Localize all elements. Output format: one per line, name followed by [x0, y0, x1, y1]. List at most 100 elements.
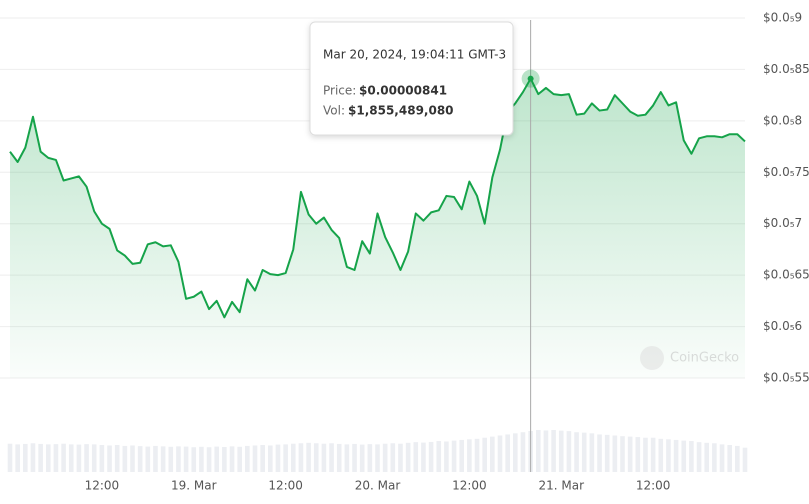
volume-bar — [551, 430, 556, 472]
y-tick-label: $0.0₅75 — [763, 165, 809, 179]
volume-bar — [23, 443, 28, 472]
volume-bar — [689, 441, 694, 472]
tooltip-box — [309, 21, 514, 136]
x-tick-label: 12:00 — [85, 479, 120, 493]
volume-bar — [513, 433, 518, 472]
volume-bar — [344, 444, 350, 472]
volume-bar — [436, 441, 442, 472]
volume-bar — [298, 443, 304, 472]
volume-bar — [359, 444, 365, 472]
tooltip-vol-name: Vol: — [323, 104, 345, 118]
volume-bar — [635, 437, 641, 472]
volume-bar — [290, 443, 296, 472]
volume-bar — [444, 441, 449, 472]
volume-bar — [168, 446, 174, 472]
volume-bar — [321, 443, 327, 472]
volume-bar — [543, 430, 549, 472]
volume-bar — [604, 434, 610, 472]
volume-bar — [650, 437, 656, 472]
volume-bar — [382, 443, 388, 472]
volume-bar — [199, 446, 204, 472]
volume-bar — [535, 430, 541, 472]
volume-bar — [421, 442, 426, 472]
volume-bar — [183, 446, 189, 472]
volume-bar — [643, 437, 648, 472]
volume-bar — [497, 435, 503, 472]
x-tick-label: 12:00 — [268, 479, 303, 493]
volume-bar — [589, 433, 595, 472]
volume-bar — [673, 439, 679, 472]
volume-bar — [38, 443, 43, 472]
volume-bar — [581, 432, 587, 472]
volume-bar — [352, 443, 357, 472]
volume-bar — [428, 441, 434, 472]
volume-bar — [620, 436, 625, 472]
volume-bar — [176, 446, 181, 472]
volume-bar — [390, 443, 396, 472]
x-tick-label: 20. Mar — [355, 479, 401, 493]
volume-bar — [742, 447, 748, 472]
volume-bar — [375, 444, 380, 472]
volume-bar — [451, 440, 457, 472]
x-tick-label: 19. Mar — [171, 479, 217, 493]
volume-bar — [413, 442, 419, 472]
y-tick-label: $0.0₅55 — [763, 371, 809, 385]
volume-bar — [520, 432, 526, 472]
volume-bar — [459, 439, 465, 472]
price-line — [9, 77, 746, 319]
volume-bar — [15, 444, 20, 472]
y-tick-label: $0.0₅65 — [763, 268, 809, 282]
volume-bar — [696, 442, 702, 472]
volume-bar — [658, 438, 664, 472]
volume-bar — [61, 443, 66, 472]
y-tick-label: $0.0₅6 — [763, 319, 802, 333]
volume-bar — [367, 444, 373, 472]
y-tick-label: $0.0₅85 — [763, 62, 809, 76]
volume-bar — [130, 445, 135, 472]
volume-bar — [597, 434, 602, 472]
tooltip: Mar 20, 2024, 19:04:11 GMT-3 Price: $0.0… — [309, 21, 514, 136]
volume-bar — [283, 444, 288, 472]
volume-bar — [160, 446, 166, 472]
volume-bar — [245, 445, 250, 472]
volume-bar — [107, 445, 112, 472]
volume-bar — [45, 444, 51, 472]
area-fill — [10, 78, 745, 378]
volume-bar — [252, 445, 258, 472]
volume-bar — [704, 442, 710, 472]
volume-bar — [214, 446, 220, 472]
volume-bar — [76, 444, 82, 472]
volume-bar — [505, 434, 510, 472]
volume-bar — [222, 447, 227, 472]
volume-bar — [91, 444, 97, 472]
volume-bar — [336, 443, 342, 472]
volume-bar — [122, 445, 128, 472]
volume-bar — [490, 436, 495, 472]
volume-bar — [275, 444, 281, 472]
volume-bar — [405, 442, 411, 472]
volume-bar — [137, 446, 143, 472]
volume-bar — [558, 430, 564, 472]
volume-bar — [53, 444, 59, 472]
volume-bar — [467, 439, 472, 472]
x-tick-label: 21. Mar — [538, 479, 584, 493]
volume-bar — [268, 445, 273, 472]
volume-bar — [68, 444, 74, 472]
volume-bar — [482, 437, 487, 472]
volume-bar — [727, 445, 732, 472]
volume-bar — [145, 446, 151, 472]
volume-bar — [237, 446, 242, 472]
volume-bar — [329, 443, 334, 472]
tooltip-vol: $1,855,489,080 — [348, 104, 454, 118]
volume-bar — [474, 438, 480, 472]
tooltip-title: Mar 20, 2024, 19:04:11 GMT-3 — [323, 48, 506, 62]
volume-bar — [719, 444, 725, 472]
volume-bar — [712, 443, 717, 472]
volume-bar — [84, 444, 89, 472]
volume-bar — [574, 432, 579, 472]
hover-point — [527, 75, 534, 82]
watermark: CoinGecko — [640, 346, 739, 370]
volume-bar — [681, 440, 687, 472]
